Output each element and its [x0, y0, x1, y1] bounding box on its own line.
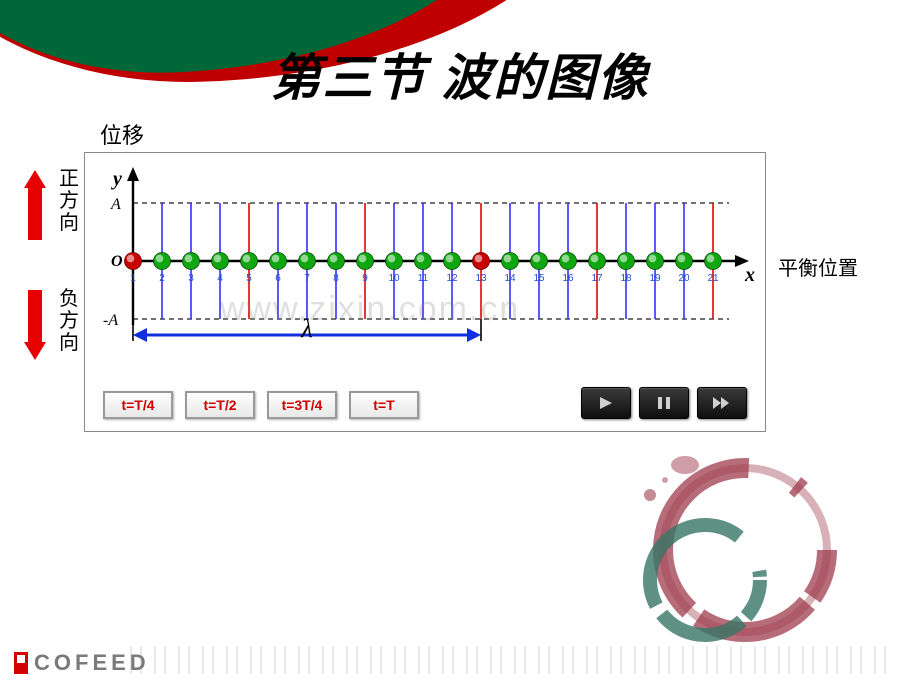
- svg-text:14: 14: [504, 273, 516, 284]
- label-equilibrium: 平衡位置: [778, 252, 858, 281]
- svg-text:x: x: [744, 264, 755, 286]
- fast-forward-icon: [712, 396, 732, 410]
- svg-text:y: y: [111, 168, 122, 190]
- arrow-down-icon: [24, 290, 46, 360]
- svg-text:17: 17: [591, 273, 603, 284]
- pause-button[interactable]: [639, 387, 689, 419]
- time-button-row: t=T/4 t=T/2 t=3T/4 t=T: [103, 391, 419, 419]
- svg-text:-A: -A: [103, 312, 118, 329]
- svg-text:15: 15: [533, 273, 545, 284]
- svg-text:8: 8: [333, 273, 339, 284]
- play-icon: [598, 396, 614, 410]
- time-button-t[interactable]: t=T: [349, 391, 419, 419]
- time-button-3t4[interactable]: t=3T/4: [267, 391, 337, 419]
- time-button-t2[interactable]: t=T/2: [185, 391, 255, 419]
- svg-text:9: 9: [362, 273, 368, 284]
- svg-text:21: 21: [707, 273, 719, 284]
- footer-pattern: [130, 646, 890, 674]
- svg-text:10: 10: [388, 273, 400, 284]
- svg-text:12: 12: [446, 273, 458, 284]
- fast-forward-button[interactable]: [697, 387, 747, 419]
- time-button-t4[interactable]: t=T/4: [103, 391, 173, 419]
- wave-chart: yxA-AO123456789101112131415161718192021λ: [93, 161, 757, 367]
- label-positive-direction: 正方向: [58, 168, 80, 234]
- logo-icon: [14, 652, 28, 674]
- svg-text:O: O: [111, 253, 123, 270]
- svg-text:4: 4: [217, 273, 223, 284]
- svg-text:A: A: [110, 196, 121, 213]
- svg-text:2: 2: [159, 273, 165, 284]
- svg-text:11: 11: [418, 273, 429, 284]
- play-button[interactable]: [581, 387, 631, 419]
- svg-text:13: 13: [475, 273, 487, 284]
- wave-chart-panel: yxA-AO123456789101112131415161718192021λ…: [84, 152, 766, 432]
- media-controls: [581, 387, 747, 419]
- svg-text:λ: λ: [300, 314, 312, 343]
- svg-text:1: 1: [130, 273, 136, 284]
- page-title: 第三节 波的图像: [0, 38, 920, 110]
- svg-text:5: 5: [246, 273, 252, 284]
- pause-icon: [656, 396, 672, 410]
- svg-text:20: 20: [678, 273, 690, 284]
- label-displacement: 位移: [100, 118, 144, 150]
- ring-stamp-icon: [590, 430, 860, 660]
- arrow-up-icon: [24, 170, 46, 240]
- svg-text:3: 3: [188, 273, 194, 284]
- svg-text:7: 7: [304, 273, 310, 284]
- label-negative-direction: 负方向: [58, 288, 80, 354]
- svg-text:19: 19: [649, 273, 661, 284]
- svg-text:18: 18: [620, 273, 632, 284]
- svg-text:16: 16: [562, 273, 574, 284]
- svg-text:6: 6: [275, 273, 281, 284]
